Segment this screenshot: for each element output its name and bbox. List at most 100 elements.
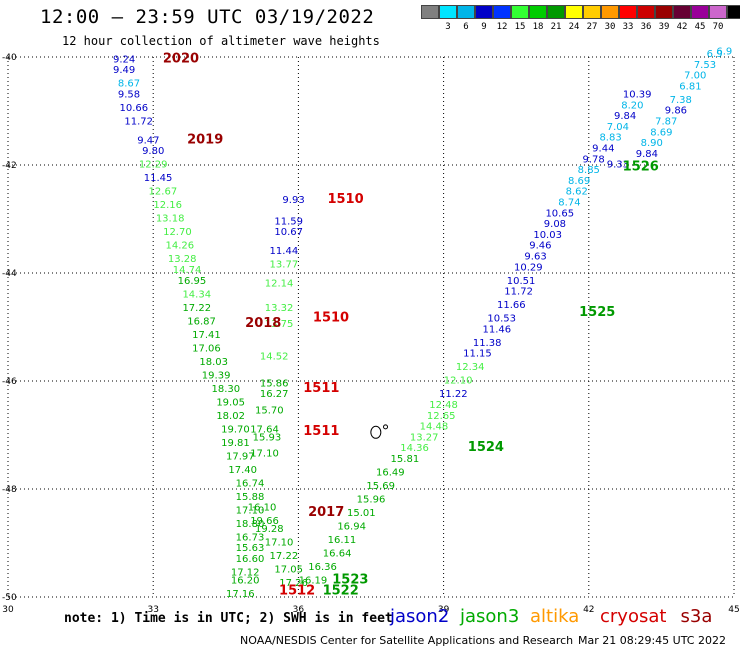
wave-height-value: 14.74 bbox=[173, 265, 202, 276]
color-scale-label: 39 bbox=[658, 22, 670, 32]
satellite-legend-cryosat: cryosat bbox=[600, 606, 667, 627]
wave-height-value: 18.30 bbox=[211, 384, 240, 395]
wave-height-value: 10.53 bbox=[487, 314, 516, 325]
wave-height-value: 9.63 bbox=[524, 252, 546, 263]
wave-height-value: 19.28 bbox=[255, 524, 284, 535]
track-label: 1526 bbox=[623, 159, 659, 174]
wave-height-value: 19.05 bbox=[216, 397, 245, 408]
color-scale-label: 6 bbox=[463, 22, 469, 32]
wave-height-value: 16.11 bbox=[328, 535, 357, 546]
wave-height-value: 9.58 bbox=[118, 90, 140, 101]
wave-height-value: 7.38 bbox=[670, 95, 692, 106]
track-label: 1524 bbox=[468, 440, 504, 455]
color-scale-label: 30 bbox=[604, 22, 616, 32]
color-scale-label: 42 bbox=[676, 22, 688, 32]
x-tick-label: 45 bbox=[728, 605, 739, 615]
color-scale-label: 33 bbox=[622, 22, 634, 32]
wave-height-value: 17.26 bbox=[279, 578, 308, 589]
wave-height-value: 8.62 bbox=[566, 187, 588, 198]
wave-height-value: 15.63 bbox=[236, 543, 265, 554]
wave-height-value: 16.20 bbox=[231, 576, 260, 587]
color-scale-cell bbox=[421, 5, 439, 19]
wave-height-value: 11.44 bbox=[270, 246, 299, 257]
wave-height-value: 15.69 bbox=[366, 481, 395, 492]
wave-height-value: 12.10 bbox=[444, 376, 473, 387]
wave-height-value: 9.93 bbox=[282, 195, 304, 206]
track-label: 1522 bbox=[323, 583, 359, 598]
credit-line: NOAA/NESDIS Center for Satellite Applica… bbox=[240, 634, 574, 647]
wave-height-value: 8.67 bbox=[118, 79, 140, 90]
wave-height-value: 18.02 bbox=[216, 411, 245, 422]
wave-height-value: 10.51 bbox=[507, 276, 536, 287]
wave-height-value: 16.87 bbox=[187, 316, 216, 327]
wave-height-value: 17.40 bbox=[228, 465, 257, 476]
track-label: 2020 bbox=[163, 51, 199, 66]
wave-height-value: 16.10 bbox=[248, 503, 277, 514]
y-tick-label: -48 bbox=[2, 485, 17, 495]
wave-height-value: 9.47 bbox=[137, 135, 159, 146]
track-label: 2019 bbox=[187, 132, 223, 147]
color-scale-label: 12 bbox=[496, 22, 508, 32]
wave-height-value: 8.69 bbox=[650, 127, 672, 138]
wave-height-value: 9.84 bbox=[614, 111, 636, 122]
wave-height-value: 15.81 bbox=[391, 454, 420, 465]
wave-height-value: 11.72 bbox=[504, 287, 533, 298]
wave-height-value: 11.45 bbox=[144, 173, 173, 184]
generated-timestamp: Mar 21 08:29:45 UTC 2022 bbox=[578, 634, 726, 647]
wave-height-value: 6.81 bbox=[679, 81, 701, 92]
wave-height-value: 9.08 bbox=[544, 219, 566, 230]
wave-height-value: 17.22 bbox=[182, 303, 211, 314]
color-scale-label: 70 bbox=[712, 22, 724, 32]
wave-height-value: 14.48 bbox=[420, 422, 449, 433]
wave-height-value: 16.49 bbox=[376, 468, 405, 479]
color-scale-cell bbox=[529, 5, 547, 19]
wave-height-value: 14.52 bbox=[260, 351, 289, 362]
color-scale-cell bbox=[565, 5, 583, 19]
footer-note: note: 1) Time is in UTC; 2) SWH is in fe… bbox=[64, 611, 393, 626]
wave-height-value: 11.59 bbox=[274, 216, 303, 227]
satellite-legend-jason2: jason2 bbox=[390, 606, 450, 627]
wave-height-value: 12.29 bbox=[139, 160, 168, 171]
wave-height-value: 17.12 bbox=[231, 567, 260, 578]
track-label: 1511 bbox=[303, 424, 339, 439]
color-scale-cell bbox=[493, 5, 511, 19]
wave-height-value: 9.44 bbox=[592, 144, 614, 155]
track-label: 2017 bbox=[308, 505, 344, 520]
wave-height-value: 15.88 bbox=[236, 492, 265, 503]
y-tick-label: -42 bbox=[2, 161, 17, 171]
wave-height-value: 17.22 bbox=[270, 551, 299, 562]
wave-height-value: 17.41 bbox=[192, 330, 221, 341]
wave-height-value: 6.9 bbox=[707, 49, 723, 60]
y-tick-label: -40 bbox=[2, 53, 17, 63]
color-scale-cell bbox=[691, 5, 709, 19]
track-label: 1523 bbox=[332, 573, 368, 588]
y-tick-label: -44 bbox=[2, 269, 17, 279]
wave-height-value: 19.81 bbox=[221, 438, 250, 449]
wave-height-value: 10.29 bbox=[514, 262, 543, 273]
wave-height-value: 13.28 bbox=[168, 254, 197, 265]
wave-height-value: 16.19 bbox=[299, 576, 328, 587]
color-scale-bar bbox=[421, 5, 740, 19]
color-scale-label: 9 bbox=[481, 22, 487, 32]
map-title: 12:00 – 23:59 UTC 03/19/2022 bbox=[40, 6, 375, 28]
island-outline bbox=[383, 424, 389, 430]
wave-height-value: 19.39 bbox=[202, 370, 231, 381]
color-scale-label: 27 bbox=[586, 22, 598, 32]
wave-height-value: 16.73 bbox=[236, 532, 265, 543]
wave-height-value: 7.00 bbox=[684, 71, 706, 82]
wave-height-value: 13.18 bbox=[156, 214, 185, 225]
wave-height-value: 10.66 bbox=[120, 103, 149, 114]
color-scale-label: 18 bbox=[532, 22, 544, 32]
satellite-legend-altika: altika bbox=[530, 606, 580, 627]
wave-height-value: 10.39 bbox=[623, 90, 652, 101]
wave-height-value: 14.26 bbox=[165, 241, 194, 252]
wave-height-value: 17.05 bbox=[274, 565, 303, 576]
wave-height-value: 12.67 bbox=[149, 187, 178, 198]
wave-height-value: 11.38 bbox=[473, 338, 502, 349]
color-scale-cell bbox=[475, 5, 493, 19]
wave-height-value: 13.77 bbox=[270, 260, 299, 271]
wave-height-value: 12.16 bbox=[153, 200, 182, 211]
wave-height-value: 16.27 bbox=[260, 389, 289, 400]
wave-height-value: 12.34 bbox=[456, 362, 485, 373]
